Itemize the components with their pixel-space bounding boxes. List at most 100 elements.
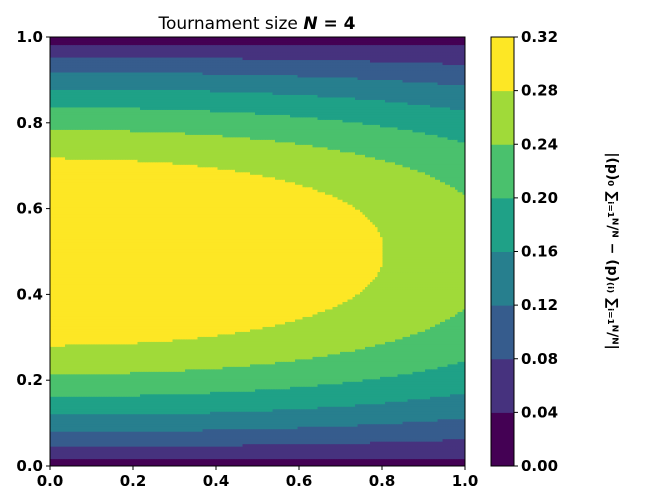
contour-cell <box>462 431 465 435</box>
contour-cell <box>275 448 279 452</box>
contour-cell <box>382 433 386 437</box>
contour-cell <box>400 463 404 466</box>
contour-cell <box>175 428 179 432</box>
contour-cell <box>407 436 411 440</box>
contour-cell <box>270 451 274 455</box>
contour-cell <box>60 433 64 437</box>
contour-cell <box>350 453 354 457</box>
contour-cell <box>310 441 314 445</box>
contour-cell <box>302 431 306 435</box>
contour-cell <box>425 451 429 455</box>
contour-cell <box>145 443 149 447</box>
contour-cell <box>315 463 319 466</box>
contour-cell <box>395 446 399 450</box>
contour-cell <box>65 451 69 455</box>
contour-cell <box>102 433 106 437</box>
contour-cell <box>237 448 241 452</box>
contour-cell <box>447 438 451 442</box>
contour-cell <box>220 438 224 442</box>
contour-cell <box>400 456 404 460</box>
contour-cell <box>417 453 421 457</box>
contour-cell <box>350 451 354 455</box>
contour-cell <box>245 448 249 452</box>
contour-cell <box>197 443 201 447</box>
contour-cell <box>135 463 139 466</box>
contour-cell <box>357 443 361 447</box>
contour-cell <box>387 463 391 466</box>
contour-cell <box>147 428 151 432</box>
contour-cell <box>335 438 339 442</box>
contour-cell <box>120 431 124 435</box>
contour-cell <box>92 433 96 437</box>
contour-cell <box>110 453 114 457</box>
contour-cell <box>120 441 124 445</box>
contour-cell <box>307 431 311 435</box>
contour-cell <box>120 428 124 432</box>
contour-cell <box>185 436 189 440</box>
contour-cell <box>192 438 196 442</box>
contour-cell <box>57 458 61 462</box>
contour-cell <box>225 443 229 447</box>
contour-cell <box>215 433 219 437</box>
contour-cell <box>360 458 364 462</box>
contour-cell <box>342 456 346 460</box>
contour-cell <box>325 448 329 452</box>
contour-cell <box>82 431 86 435</box>
contour-cell <box>202 428 206 432</box>
contour-cell <box>407 443 411 447</box>
contour-cell <box>342 436 346 440</box>
contour-cell <box>265 451 269 455</box>
contour-cell <box>65 463 69 466</box>
contour-cell <box>315 448 319 452</box>
contour-cell <box>447 446 451 450</box>
contour-cell <box>375 456 379 460</box>
contour-cell <box>447 456 451 460</box>
contour-cell <box>277 438 281 442</box>
contour-cell <box>395 443 399 447</box>
contour-cell <box>190 448 194 452</box>
contour-cell <box>70 453 74 457</box>
contour-cell <box>295 451 299 455</box>
contour-cell <box>307 443 311 447</box>
contour-cell <box>410 431 414 435</box>
contour-cell <box>262 451 266 455</box>
contour-cell <box>372 456 376 460</box>
contour-cell <box>345 438 349 442</box>
contour-cell <box>222 431 226 435</box>
contour-cell <box>460 436 464 440</box>
contour-cell <box>412 463 416 466</box>
contour-cell <box>65 431 69 435</box>
contour-cell <box>210 446 214 450</box>
contour-cell <box>355 436 359 440</box>
contour-cell <box>72 433 76 437</box>
contour-cell <box>287 456 291 460</box>
contour-cell <box>245 441 249 445</box>
contour-cell <box>177 453 181 457</box>
contour-cell <box>367 443 371 447</box>
contour-cell <box>135 441 139 445</box>
contour-cell <box>390 456 394 460</box>
contour-cell <box>127 451 131 455</box>
contour-cell <box>270 431 274 435</box>
contour-cell <box>135 446 139 450</box>
contour-cell <box>162 448 166 452</box>
contour-cell <box>210 456 214 460</box>
contour-cell <box>247 453 251 457</box>
contour-cell <box>72 438 76 442</box>
contour-cell <box>307 441 311 445</box>
contour-cell <box>437 456 441 460</box>
contour-cell <box>200 443 204 447</box>
contour-cell <box>90 458 94 462</box>
contour-cell <box>315 443 319 447</box>
contour-cell <box>202 453 206 457</box>
contour-cell <box>420 443 424 447</box>
contour-cell <box>130 428 134 432</box>
contour-cell <box>450 448 454 452</box>
contour-cell <box>370 463 374 466</box>
contour-cell <box>127 458 131 462</box>
contour-cell <box>137 451 141 455</box>
contour-cell <box>425 461 429 465</box>
contour-cell <box>182 441 186 445</box>
contour-cell <box>262 428 266 432</box>
contour-cell <box>165 453 169 457</box>
